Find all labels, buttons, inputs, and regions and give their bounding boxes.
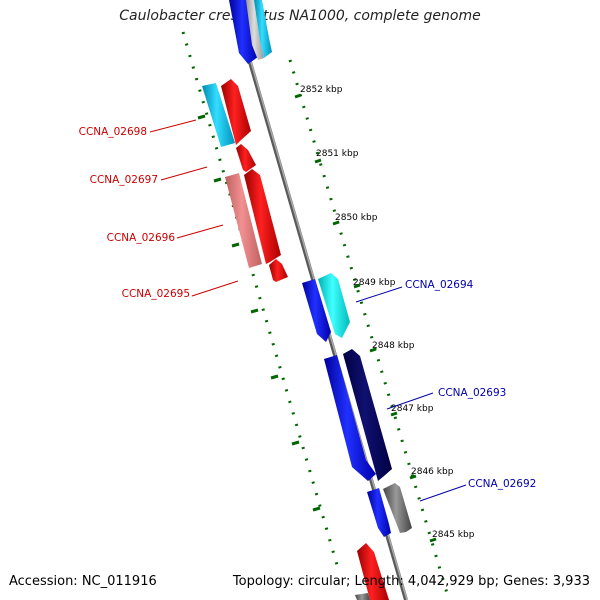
accession-label: Accession: NC_011916 [9,574,157,589]
gene-ccna-02698[interactable] [221,79,251,145]
gene-ccna-02694[interactable] [318,273,350,338]
kbp-label-2848: 2848 kbp [372,341,415,351]
kbp-label-2847: 2847 kbp [391,404,434,414]
gene-label-ccna-02696[interactable]: CCNA_02696 [107,232,176,244]
gene-label-ccna-02693[interactable]: CCNA_02693 [438,387,506,399]
gene-ccna-02697[interactable] [236,144,256,172]
left-major-ticks [197,114,321,512]
gene-ccna-02693-blue[interactable] [324,355,376,481]
kbp-label-2845: 2845 kbp [432,530,475,540]
gene-top-lightgray[interactable] [246,0,264,60]
gene-top-cyan[interactable] [254,0,272,58]
gene-ccna-02696-pink[interactable] [225,173,262,268]
gene-bottom-red[interactable] [357,543,389,600]
left-tick-track [181,31,339,566]
kbp-label-2849: 2849 kbp [353,278,396,288]
gene-ccna-02696[interactable] [244,169,281,264]
right-major-ticks [294,93,437,543]
gene-label-ccna-02695[interactable]: CCNA_02695 [122,288,190,300]
leader-lines-forward [149,119,239,297]
gene-ccna-02692[interactable] [383,483,412,533]
kbp-label-2846: 2846 kbp [411,467,454,477]
gene-ccna-02698-cyan[interactable] [202,83,235,147]
gene-ccna-02692-blue[interactable] [367,488,391,537]
gene-label-ccna-02697[interactable]: CCNA_02697 [90,174,158,186]
kbp-label-2852: 2852 kbp [300,85,343,95]
kbp-label-2850: 2850 kbp [335,213,378,223]
gene-label-ccna-02698[interactable]: CCNA_02698 [79,126,147,138]
gene-ccna-02693[interactable] [343,349,392,481]
gene-label-ccna-02694[interactable]: CCNA_02694 [405,279,474,291]
gene-top-blue[interactable] [229,0,258,64]
map-title: Caulobacter crescentus NA1000, complete … [119,8,481,24]
right-tick-track [288,59,451,600]
leader-lines-reverse [355,286,467,502]
kbp-label-2851: 2851 kbp [316,149,359,159]
gene-label-ccna-02692[interactable]: CCNA_02692 [468,478,536,490]
gene-bottom-gray[interactable] [355,593,370,600]
gene-ccna-02694-blue[interactable] [302,279,331,342]
gene-ccna-02695[interactable] [269,259,288,282]
genome-summary-label: Topology: circular; Length: 4,042,929 bp… [232,574,590,589]
